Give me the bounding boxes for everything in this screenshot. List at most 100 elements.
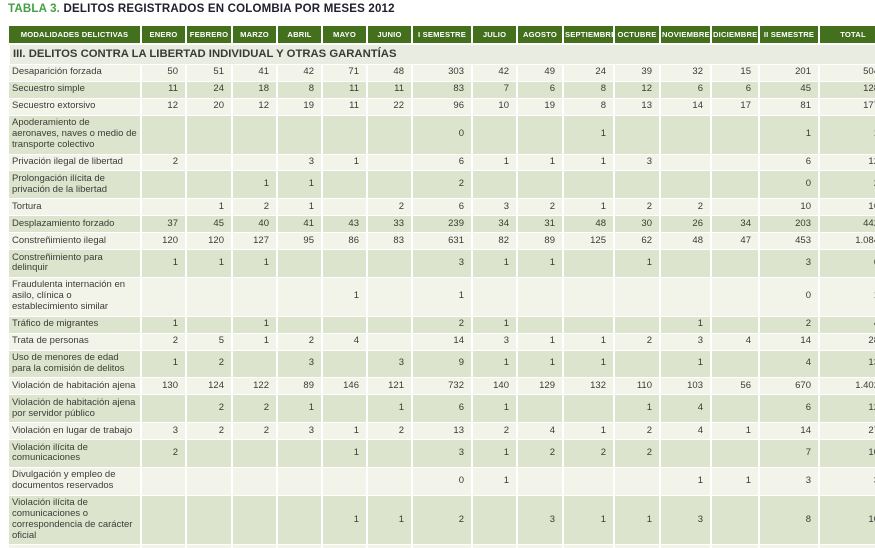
value-cell: 18	[231, 80, 277, 99]
value-cell: 1.084	[818, 232, 875, 250]
table-row: Uso de menores de edad para la comisión …	[9, 349, 875, 378]
row-label: Tortura	[9, 198, 141, 216]
value-cell	[321, 315, 367, 334]
value-cell: 1	[321, 494, 367, 545]
value-cell: 1	[140, 349, 186, 378]
value-cell	[471, 170, 517, 199]
row-label: Apoderamiento de aeronaves, naves o medi…	[9, 114, 141, 155]
value-cell	[231, 276, 277, 317]
value-cell: 1	[659, 315, 711, 334]
value-cell	[366, 170, 412, 199]
value-cell: 6	[411, 394, 472, 423]
value-cell: 24	[562, 63, 614, 82]
value-cell: 4	[516, 422, 563, 440]
column-header: ABRIL	[276, 26, 322, 44]
value-cell: 1	[516, 249, 563, 278]
value-cell: 3	[276, 153, 322, 171]
value-cell: 83	[411, 80, 472, 99]
value-cell: 3	[659, 494, 711, 545]
value-cell: 120	[185, 232, 232, 250]
value-cell: 19	[276, 97, 322, 116]
value-cell: 82	[471, 232, 517, 250]
table-row: Violación de habitación ajena por servid…	[9, 394, 875, 423]
value-cell	[710, 494, 759, 545]
value-cell	[321, 198, 367, 216]
value-cell: 1	[231, 170, 277, 199]
value-cell: 125	[562, 232, 614, 250]
value-cell: 1	[471, 349, 517, 378]
row-label: Secuestro extorsivo	[9, 97, 141, 116]
table-row: Utilización ilícita de redes de comunica…	[9, 544, 875, 548]
value-cell: 8	[276, 80, 322, 99]
value-cell: 453	[758, 232, 819, 250]
value-cell: 2	[613, 422, 660, 440]
value-cell: 1	[321, 544, 367, 548]
value-cell	[140, 466, 186, 496]
crime-statistics-table: MODALIDADES DELICTIVAS ENERO FEBRERO MARZO A…	[8, 26, 875, 548]
value-cell: 20	[185, 97, 232, 116]
column-header: DICIEMBRE	[710, 26, 759, 44]
table-row: Violación ilícita de comunicaciones o co…	[9, 494, 875, 545]
table-number: TABLA 3.	[8, 3, 61, 15]
value-cell: 51	[185, 63, 232, 82]
value-cell: 2	[659, 198, 711, 216]
value-cell: 89	[276, 377, 322, 395]
table-row: Fraudulenta internación en asilo, clínic…	[9, 276, 875, 317]
column-header: AGOSTO	[516, 26, 563, 44]
value-cell	[562, 544, 614, 548]
table-row: Trata de personas25124143112341428	[9, 332, 875, 350]
value-cell	[710, 153, 759, 171]
table-row: Secuestro extorsivo 12 20 12 19 11 22 96 10 19 8 13…	[9, 97, 875, 116]
value-cell	[659, 544, 711, 548]
value-cell	[613, 349, 660, 378]
value-cell: 0	[411, 466, 472, 496]
value-cell: 19	[516, 97, 563, 116]
value-cell	[140, 394, 186, 423]
value-cell: 129	[516, 377, 563, 395]
value-cell	[321, 349, 367, 378]
value-cell	[471, 494, 517, 545]
value-cell: 34	[710, 215, 759, 233]
value-cell: 1	[758, 544, 819, 548]
value-cell: 13	[411, 422, 472, 440]
value-cell: 14	[758, 422, 819, 440]
value-cell: 83	[366, 232, 412, 250]
value-cell: 1	[471, 439, 517, 468]
value-cell: 3	[276, 349, 322, 378]
value-cell	[321, 249, 367, 278]
value-cell: 13	[613, 97, 660, 116]
value-cell: 33	[366, 215, 412, 233]
value-cell: 1	[185, 249, 232, 278]
value-cell: 2	[411, 170, 472, 199]
value-cell: 2	[185, 394, 232, 423]
value-cell: 1	[231, 249, 277, 278]
value-cell: 1	[140, 249, 186, 278]
row-label: Privación ilegal de libertad	[9, 153, 141, 171]
value-cell: 124	[185, 377, 232, 395]
value-cell: 37	[140, 215, 186, 233]
value-cell: 28	[818, 332, 875, 350]
value-cell	[659, 114, 711, 155]
value-cell	[562, 466, 614, 496]
value-cell: 12	[818, 153, 875, 171]
value-cell: 2	[366, 422, 412, 440]
value-cell: 7	[758, 439, 819, 468]
value-cell	[710, 315, 759, 334]
value-cell: 4	[758, 349, 819, 378]
value-cell	[185, 153, 232, 171]
value-cell	[710, 276, 759, 317]
value-cell: 2	[231, 394, 277, 423]
value-cell: 2	[140, 153, 186, 171]
value-cell	[231, 494, 277, 545]
value-cell	[710, 249, 759, 278]
value-cell: 2	[366, 198, 412, 216]
row-label: Desaparición forzada	[9, 63, 141, 82]
value-cell	[613, 544, 660, 548]
value-cell: 10	[818, 494, 875, 545]
table-row: Violación de habitación ajena 130 124 122 89…	[9, 377, 875, 395]
value-cell: 110	[613, 377, 660, 395]
value-cell: 1	[613, 494, 660, 545]
value-cell: 95	[276, 232, 322, 250]
value-cell: 62	[613, 232, 660, 250]
